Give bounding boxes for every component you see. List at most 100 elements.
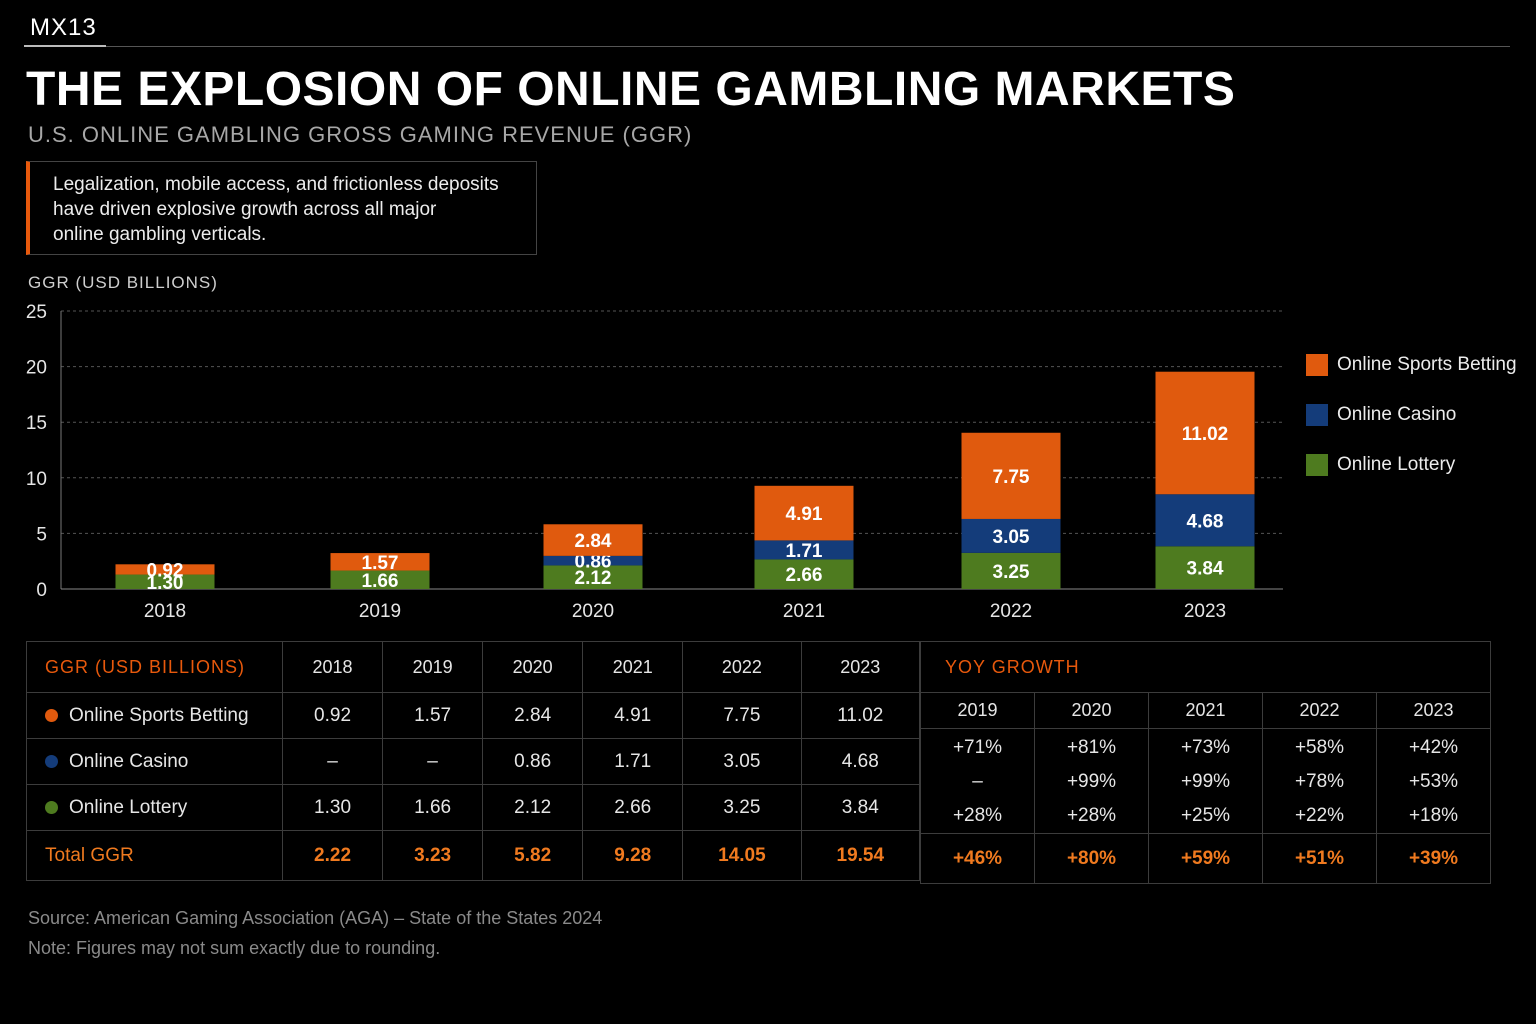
sports-dot-icon [45,708,58,722]
yoy-year-header: 2019 [920,692,1035,729]
yoy-cell: +73% +99% +25% [1148,728,1263,834]
rounding-note: Note: Figures may not sum exactly due to… [28,938,441,958]
lottery-dot-icon [45,800,58,814]
yoy-lottery-value: +28% [1066,805,1117,826]
yoy-casino-value: +53% [1408,771,1459,792]
bar-segment [754,485,854,541]
page-title: THE EXPLOSION OF ONLINE GAMBLING MARKETS [26,63,1236,116]
y-tick-label: 0 [36,580,47,601]
bar-value-label: 1.66 [362,571,399,592]
callout-line: online gambling verticals. [53,224,267,245]
bar-value-label: 11.02 [1182,424,1229,445]
page-subtitle: U.S. ONLINE GAMBLING GROSS GAMING REVENU… [28,122,693,147]
yoy-year-row: 2019 2020 2021 2022 2023 [920,692,1491,729]
table-year-header: 2021 [582,641,684,693]
table-header-row: GGR (USD BILLIONS) 2018 2019 2020 2021 2… [26,641,921,693]
header-divider [24,46,1510,47]
bar-value-label: 3.84 [1187,559,1224,580]
table-row: Online Casino – – 0.86 1.71 3.05 4.68 [26,738,921,785]
bar-value-label: 4.91 [786,504,823,525]
yoy-sports-value: +73% [1180,737,1231,758]
legend-swatch [1306,454,1328,476]
chart-legend: Online Sports Betting Online Casino Onli… [1306,352,1517,502]
table-cell: 3.25 [682,784,802,831]
row-label-text: Online Lottery [69,796,188,818]
table-row: Online Lottery 1.30 1.66 2.12 2.66 3.25 … [26,784,921,831]
legend-item-lottery: Online Lottery [1306,452,1517,478]
callout-line: have driven explosive growth across all … [53,199,437,220]
table-cell: 0.92 [281,692,384,739]
bar-value-label: 1.30 [147,573,184,594]
bar-value-label: 4.68 [1187,511,1224,532]
x-tick-label: 2023 [1184,601,1226,622]
yoy-year-header: 2023 [1376,692,1491,729]
yoy-lottery-value: +28% [952,805,1003,826]
legend-swatch [1306,404,1328,426]
row-label-lottery: Online Lottery [26,784,283,831]
yoy-sports-value: +81% [1066,737,1117,758]
total-cell: 19.54 [800,830,921,881]
total-cell: 2.22 [281,830,384,881]
table-cell: 4.68 [800,738,921,785]
x-tick-label: 2019 [359,601,401,622]
table-cell: 1.30 [281,784,384,831]
bar-value-label: 3.25 [993,562,1030,583]
row-label-text: Online Sports Betting [69,704,249,726]
bar-value-label: 3.05 [993,527,1030,548]
y-tick-label: 25 [26,302,47,323]
legend-swatch [1306,354,1328,376]
total-cell: 5.82 [482,830,584,881]
bar-segment [1155,546,1255,589]
yoy-cell: +71% – +28% [920,728,1035,834]
yoy-casino-value: +99% [1180,771,1231,792]
table-cell: 11.02 [800,692,921,739]
yoy-total-cell: +59% [1148,833,1263,884]
yoy-total-cell: +39% [1376,833,1491,884]
bar-segment [330,553,430,571]
y-tick-label: 10 [26,469,47,490]
bar-value-label: 2.66 [786,565,823,586]
source-footnote: Source: American Gaming Association (AGA… [28,908,603,928]
table-cell: 7.75 [682,692,802,739]
header-divider-accent [24,45,106,47]
table-cell: 2.66 [582,784,684,831]
bar-segment [115,564,215,575]
yoy-cell: +81% +99% +28% [1034,728,1149,834]
yoy-year-header: 2021 [1148,692,1263,729]
table-cell: 2.12 [482,784,584,831]
bar-segment [330,570,430,589]
bar-segment [543,524,643,556]
yoy-year-header: 2022 [1262,692,1377,729]
legend-label: Online Sports Betting [1337,354,1517,375]
table-year-header: 2020 [482,641,584,693]
table-year-header: 2018 [281,641,384,693]
x-tick-label: 2022 [990,601,1032,622]
table-cell: – [382,738,484,785]
y-axis-title: GGR (USD BILLIONS) [28,273,218,292]
y-tick-label: 20 [26,358,47,379]
yoy-year-header: 2020 [1034,692,1149,729]
callout-line: Legalization, mobile access, and frictio… [53,174,499,195]
yoy-sports-value: +71% [952,737,1003,758]
bar-value-label: 0.92 [147,560,184,581]
total-cell: 3.23 [382,830,484,881]
table-cell: 1.57 [382,692,484,739]
yoy-cell: +42% +53% +18% [1376,728,1491,834]
yoy-casino-value: – [972,771,983,792]
total-label: Total GGR [26,830,283,881]
bar-segment [1155,494,1255,547]
insight-callout: Legalization, mobile access, and frictio… [26,161,537,255]
x-tick-label: 2018 [144,601,186,622]
x-tick-label: 2020 [572,601,614,622]
table-cell: 1.71 [582,738,684,785]
yoy-sports-value: +42% [1408,737,1459,758]
bar-segment [961,432,1061,519]
yoy-growth-table: YOY GROWTH 2019 2020 2021 2022 2023 +71%… [920,641,1491,884]
ggr-data-table: GGR (USD BILLIONS) 2018 2019 2020 2021 2… [26,641,921,881]
table-year-header: 2019 [382,641,484,693]
bar-segment [543,565,643,589]
yoy-header-row: YOY GROWTH [920,641,1491,693]
yoy-cell: +58% +78% +22% [1262,728,1377,834]
bar-segment [754,559,854,589]
bar-segment [543,555,643,566]
